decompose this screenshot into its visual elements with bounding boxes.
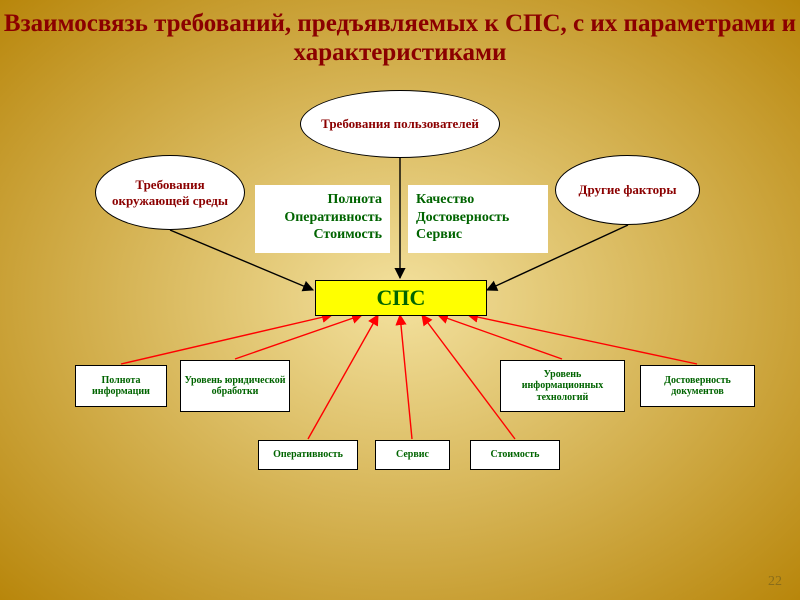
- arrow-up: [235, 315, 362, 359]
- ellipse-left-label: Требования окружающей среды: [100, 177, 240, 209]
- center-box-sps: СПС: [315, 280, 487, 316]
- ellipse-environment-requirements: Требования окружающей среды: [95, 155, 245, 230]
- ellipse-top-label: Требования пользователей: [321, 116, 479, 132]
- criteria-right: КачествоДостоверностьСервис: [408, 185, 548, 253]
- ellipse-other-factors: Другие факторы: [555, 155, 700, 225]
- ellipse-user-requirements: Требования пользователей: [300, 90, 500, 158]
- param-box: Уровень юридической обработки: [180, 360, 290, 412]
- criteria-line: Полнота: [263, 191, 382, 209]
- slide-title: Взаимосвязь требований, предъявляемых к …: [0, 10, 800, 68]
- center-label: СПС: [377, 285, 426, 311]
- param-box: Уровень информационных технологий: [500, 360, 625, 412]
- criteria-line: Оперативность: [263, 209, 382, 227]
- ellipse-right-label: Другие факторы: [579, 182, 677, 198]
- arrow-up: [308, 315, 378, 439]
- arrow-up: [400, 315, 412, 439]
- param-box: Оперативность: [258, 440, 358, 470]
- arrow-up: [468, 315, 697, 364]
- arrow-up: [121, 315, 332, 364]
- criteria-line: Сервис: [416, 226, 540, 244]
- slide: Взаимосвязь требований, предъявляемых к …: [0, 0, 800, 600]
- param-box: Полнота информации: [75, 365, 167, 407]
- criteria-line: Стоимость: [263, 226, 382, 244]
- criteria-left: ПолнотаОперативностьСтоимость: [255, 185, 390, 253]
- param-box: Достоверность документов: [640, 365, 755, 407]
- page-number: 22: [768, 574, 782, 590]
- criteria-line: Достоверность: [416, 209, 540, 227]
- arrow-up: [438, 315, 562, 359]
- param-box: Стоимость: [470, 440, 560, 470]
- param-box: Сервис: [375, 440, 450, 470]
- criteria-line: Качество: [416, 191, 540, 209]
